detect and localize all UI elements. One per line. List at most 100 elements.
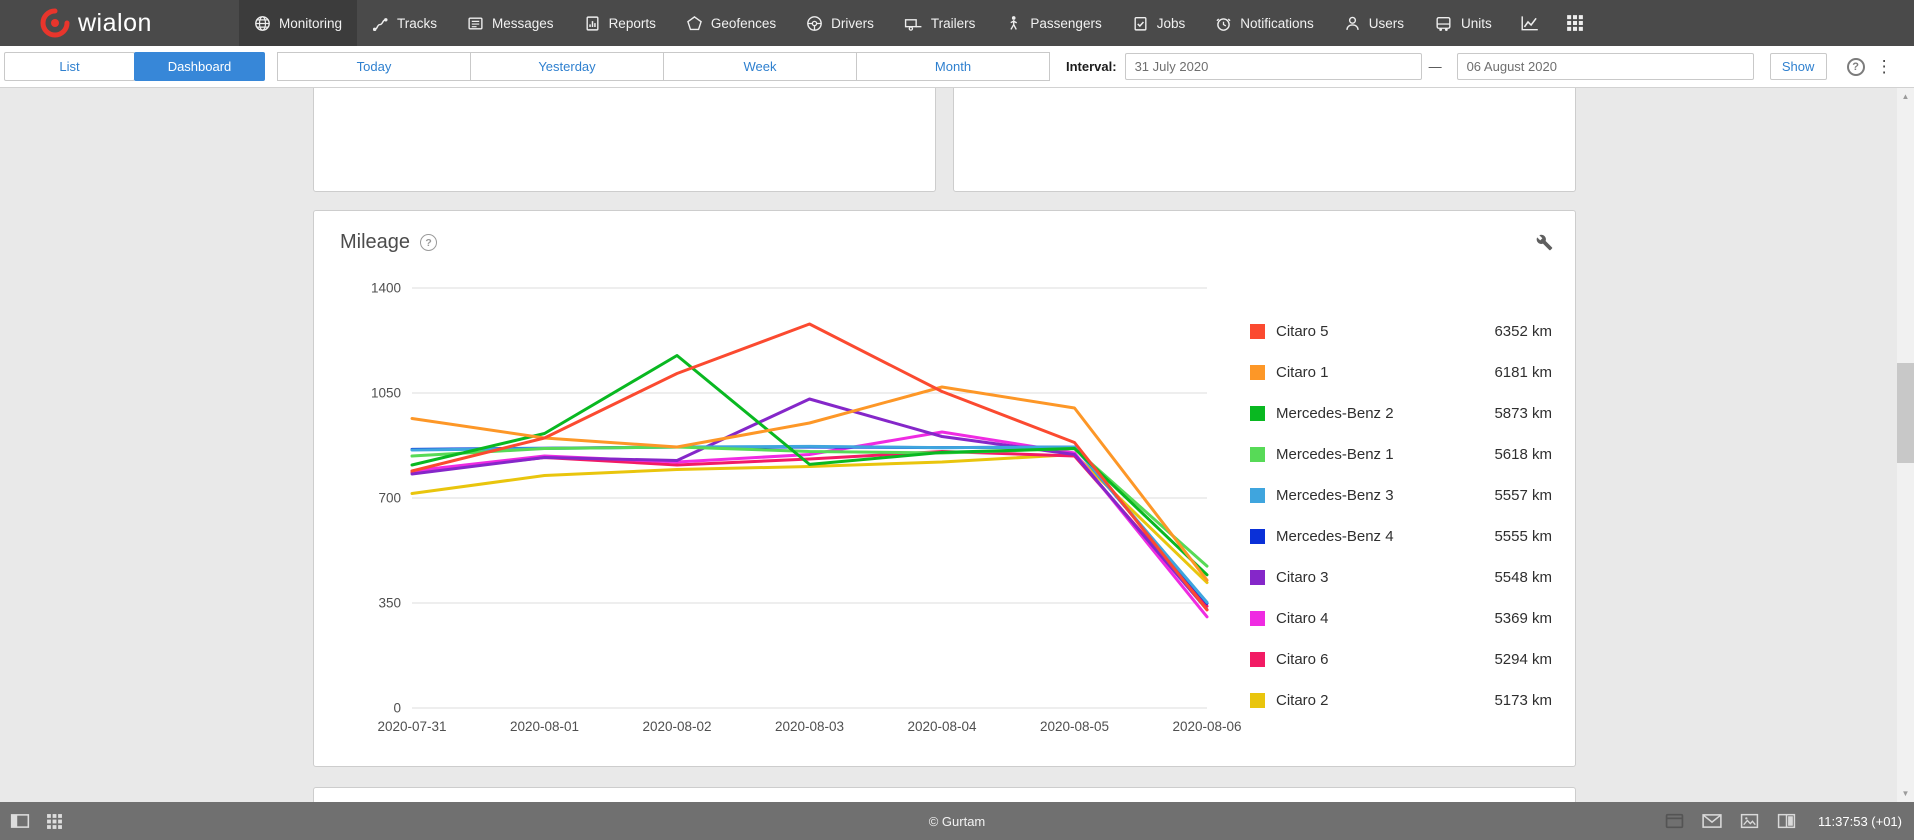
bottom-card-partial xyxy=(313,787,1576,802)
envelope-icon[interactable] xyxy=(1702,813,1722,829)
date-to-input[interactable] xyxy=(1456,53,1754,80)
x-tick-label: 2020-08-01 xyxy=(510,719,579,734)
range-today-button[interactable]: Today xyxy=(277,52,471,81)
nav-tracks[interactable]: Tracks xyxy=(357,0,452,46)
series-line-Citaro 3 xyxy=(410,397,1209,612)
settings-wrench-icon[interactable] xyxy=(1536,234,1553,251)
legend-swatch xyxy=(1250,324,1265,339)
legend-row[interactable]: Citaro 2 5173 km xyxy=(1234,680,1552,721)
series-line-Citaro 2 xyxy=(410,453,1209,585)
x-tick-label: 2020-08-03 xyxy=(775,719,844,734)
legend-series-name: Citaro 2 xyxy=(1276,692,1329,709)
legend-series-name: Citaro 1 xyxy=(1276,364,1329,381)
alarm-clock-icon xyxy=(1215,15,1232,32)
legend-series-value: 5618 km xyxy=(1494,446,1552,463)
y-tick-label: 700 xyxy=(378,491,401,506)
status-left-icons xyxy=(0,812,63,830)
scroll-up-arrow[interactable]: ▲ xyxy=(1901,92,1910,101)
legend-series-value: 5294 km xyxy=(1494,651,1552,668)
panel-toggle-icon[interactable] xyxy=(10,812,30,830)
range-month-button[interactable]: Month xyxy=(856,52,1050,81)
nav-geofences[interactable]: Geofences xyxy=(671,0,791,46)
date-from-input[interactable] xyxy=(1124,53,1422,80)
legend-swatch xyxy=(1250,365,1265,380)
card-help-icon[interactable]: ? xyxy=(420,234,438,251)
legend-series-name: Mercedes-Benz 3 xyxy=(1276,487,1394,504)
grid-view-icon[interactable] xyxy=(46,813,63,830)
series-line-Mercedes-Benz 2 xyxy=(410,354,1209,577)
bus-icon xyxy=(1434,15,1453,32)
legend-row[interactable]: Mercedes-Benz 2 5873 km xyxy=(1234,393,1552,434)
range-week-button[interactable]: Week xyxy=(663,52,857,81)
person-icon xyxy=(1344,15,1361,32)
series-line-Citaro 1 xyxy=(410,385,1209,582)
x-tick-label: 2020-08-02 xyxy=(642,719,711,734)
legend-row[interactable]: Mercedes-Benz 4 5555 km xyxy=(1234,516,1552,557)
nav-trailers[interactable]: Trailers xyxy=(889,0,991,46)
kebab-menu-icon[interactable]: ⋮ xyxy=(1875,56,1893,76)
steering-wheel-icon xyxy=(806,15,823,32)
legend-swatch xyxy=(1250,570,1265,585)
nav-messages[interactable]: Messages xyxy=(452,0,569,46)
range-yesterday-button[interactable]: Yesterday xyxy=(470,52,664,81)
scroll-down-arrow[interactable]: ▼ xyxy=(1901,789,1910,798)
polygon-icon xyxy=(686,15,703,32)
monitor-icon[interactable] xyxy=(1665,813,1684,829)
split-panel-icon[interactable] xyxy=(1777,813,1796,829)
top-left-card-partial xyxy=(313,88,936,192)
status-bar: © Gurtam 11:37:53 (+01) xyxy=(0,802,1914,840)
mileage-card: Mileage ? 0 350 700 1050 1400 2020-07-31 2020-… xyxy=(313,210,1576,767)
legend-row[interactable]: Citaro 4 5369 km xyxy=(1234,598,1552,639)
help-icon[interactable]: ? xyxy=(1846,57,1865,76)
copyright-text: © Gurtam xyxy=(928,813,986,829)
legend-series-value: 5173 km xyxy=(1494,692,1552,709)
legend-row[interactable]: Mercedes-Benz 3 5557 km xyxy=(1234,475,1552,516)
nav-label: Users xyxy=(1368,15,1405,31)
series-line-Citaro 6 xyxy=(410,450,1209,608)
globe-icon xyxy=(254,15,271,32)
chart-plot: 0 350 700 1050 1400 2020-07-31 2020-08-01 2020-… xyxy=(371,281,1242,735)
legend-row[interactable]: Mercedes-Benz 1 5618 km xyxy=(1234,434,1552,475)
vertical-scrollbar[interactable]: ▲ ▼ xyxy=(1897,88,1914,802)
nav-notifications[interactable]: Notifications xyxy=(1200,0,1329,46)
nav-users[interactable]: Users xyxy=(1329,0,1419,46)
nav-passengers[interactable]: Passengers xyxy=(990,0,1116,46)
nav-units[interactable]: Units xyxy=(1419,0,1507,46)
scrollbar-thumb[interactable] xyxy=(1897,363,1914,463)
clock-text: 11:37:53 (+01) xyxy=(1818,813,1902,829)
top-navigation-bar: wialon Monitoring Tracks Messages Report… xyxy=(0,0,1914,46)
nav-label: Drivers xyxy=(831,15,874,31)
show-button[interactable]: Show xyxy=(1769,53,1827,80)
brand-name: wialon xyxy=(78,8,152,37)
tab-list[interactable]: List xyxy=(4,52,135,81)
legend-series-name: Mercedes-Benz 2 xyxy=(1276,405,1394,422)
x-tick-label: 2020-08-06 xyxy=(1172,719,1241,734)
nav-drivers[interactable]: Drivers xyxy=(791,0,889,46)
y-tick-label: 0 xyxy=(393,701,401,716)
legend-series-value: 5873 km xyxy=(1494,405,1552,422)
nav-apps-button[interactable] xyxy=(1553,0,1597,46)
nav-monitoring[interactable]: Monitoring xyxy=(239,0,358,46)
nav-jobs[interactable]: Jobs xyxy=(1117,0,1201,46)
legend-swatch xyxy=(1250,488,1265,503)
x-tick-label: 2020-07-31 xyxy=(377,719,446,734)
legend-series-name: Citaro 5 xyxy=(1276,323,1329,340)
nav-label: Messages xyxy=(492,15,554,31)
mileage-chart: 0 350 700 1050 1400 2020-07-31 2020-08-01 2020-… xyxy=(314,261,1575,766)
legend-series-value: 6352 km xyxy=(1494,323,1552,340)
chart-legend: Citaro 5 6352 km Citaro 1 6181 km Mercedes-B… xyxy=(1234,311,1552,721)
legend-row[interactable]: Citaro 5 6352 km xyxy=(1234,311,1552,352)
route-icon xyxy=(372,15,389,32)
legend-series-name: Citaro 4 xyxy=(1276,610,1329,627)
interval-label: Interval: xyxy=(1066,59,1117,74)
legend-row[interactable]: Citaro 3 5548 km xyxy=(1234,557,1552,598)
legend-row[interactable]: Citaro 1 6181 km xyxy=(1234,352,1552,393)
nav-stats-button[interactable] xyxy=(1507,0,1553,46)
tab-dashboard[interactable]: Dashboard xyxy=(134,52,265,81)
legend-series-name: Mercedes-Benz 4 xyxy=(1276,528,1394,545)
image-icon[interactable] xyxy=(1740,813,1759,829)
legend-row[interactable]: Citaro 6 5294 km xyxy=(1234,639,1552,680)
nav-label: Trailers xyxy=(930,15,976,31)
nav-reports[interactable]: Reports xyxy=(569,0,671,46)
legend-series-value: 5557 km xyxy=(1494,487,1552,504)
